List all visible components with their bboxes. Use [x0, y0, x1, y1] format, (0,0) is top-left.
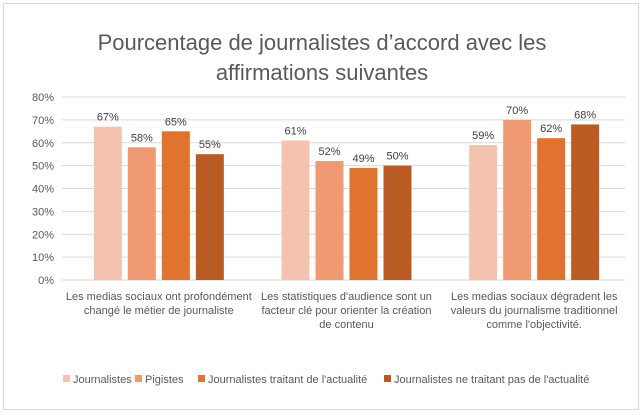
x-category-label: valeurs du journalisme traditionnel — [451, 305, 618, 317]
data-label: 68% — [574, 109, 596, 121]
bar — [315, 161, 344, 280]
legend-label: Journalistes — [73, 374, 132, 386]
chart-title-line: affirmations suivantes — [216, 60, 428, 85]
legend-label: Journalistes ne traitant pas de l'actual… — [394, 374, 589, 386]
y-tick-label: 50% — [32, 161, 54, 173]
data-label: 59% — [472, 130, 494, 142]
data-label: 49% — [352, 153, 374, 165]
data-label: 65% — [165, 116, 187, 128]
data-label: 55% — [199, 139, 221, 151]
y-tick-label: 60% — [32, 138, 54, 150]
y-tick-label: 10% — [32, 252, 54, 264]
x-category-label: Les medias sociaux dégradent les — [451, 291, 618, 303]
data-label: 58% — [131, 132, 153, 144]
legend: Journalistes Pigistes Journalistes traitan… — [63, 374, 589, 386]
legend-label: Pigistes — [145, 374, 184, 386]
bar — [127, 147, 156, 280]
y-axis-ticks: 0% 10% 20% 30% 40% 50% 60% 70% 80% — [32, 92, 54, 287]
bar — [349, 167, 378, 280]
legend-swatch — [198, 375, 205, 382]
x-axis-categories: Les medias sociaux ont profondément chang… — [66, 291, 618, 331]
data-label: 67% — [97, 112, 119, 124]
data-label: 52% — [318, 146, 340, 158]
x-category-label: facteur clé pour orienter la création — [262, 305, 432, 317]
x-category-label: comme l'objectivité. — [486, 319, 582, 331]
legend-label: Journalistes traitant de l'actualité — [208, 374, 367, 386]
bar — [383, 165, 412, 280]
y-tick-label: 20% — [32, 229, 54, 241]
bar — [503, 119, 532, 280]
bar — [195, 154, 224, 280]
x-category-label: Les statistiques d'audience sont un — [261, 291, 432, 303]
y-tick-label: 70% — [32, 115, 54, 127]
bar — [93, 126, 122, 280]
x-category-label: de contenu — [319, 319, 373, 331]
legend-swatch — [384, 375, 391, 382]
data-label: 70% — [506, 105, 528, 117]
bar — [537, 138, 566, 280]
bar — [161, 131, 190, 280]
data-labels: 67% 58% 65% 55% 61% 52% 49% 50% 59% 70% 62% 68% — [97, 105, 597, 165]
x-category-label: changé le métier de journaliste — [84, 305, 234, 317]
y-tick-label: 30% — [32, 206, 54, 218]
x-category-label: Les medias sociaux ont profondément — [66, 291, 252, 303]
legend-swatch — [63, 375, 70, 382]
bar — [571, 124, 600, 280]
chart-title: Pourcentage de journalistes d’accord ave… — [98, 30, 547, 85]
y-tick-label: 40% — [32, 184, 54, 196]
y-tick-label: 80% — [32, 92, 54, 104]
bar — [469, 145, 498, 280]
bar — [281, 140, 310, 280]
bars — [93, 119, 600, 280]
data-label: 50% — [386, 151, 408, 163]
y-tick-label: 0% — [38, 275, 54, 287]
data-label: 61% — [284, 125, 306, 137]
data-label: 62% — [540, 123, 562, 135]
chart-title-line: Pourcentage de journalistes d’accord ave… — [98, 30, 547, 55]
legend-swatch — [135, 375, 142, 382]
